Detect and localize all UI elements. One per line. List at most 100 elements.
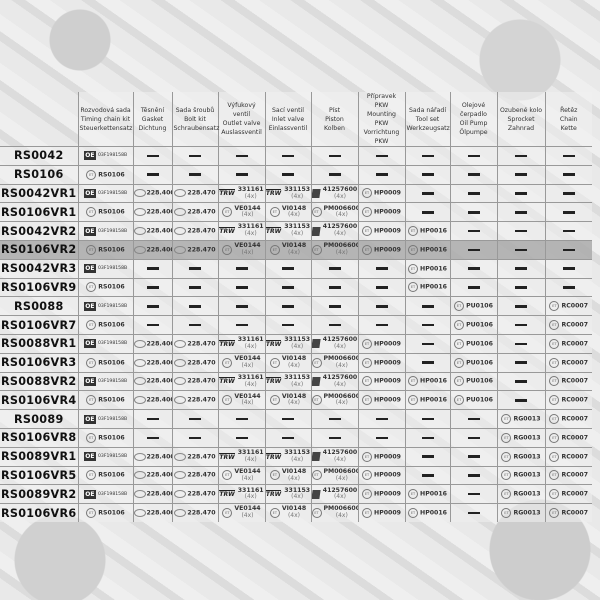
not-applicable-dash	[467, 267, 480, 270]
part-cell: ET HP0009	[357, 352, 405, 373]
kit-code[interactable]: RS0106VR2	[0, 239, 78, 260]
part-number: 331153	[284, 486, 311, 494]
table-row[interactable]: RS0106VR8 ET RS0106 ET RG0013 ET RC0007	[0, 427, 592, 448]
kit-code[interactable]: RS0089VR2	[0, 484, 78, 504]
column-header: Těsnění Gasket Dichtung	[132, 92, 172, 147]
part-cell	[496, 202, 545, 222]
part-cell: ET RS0106	[77, 277, 133, 297]
part-number-with-qty: VI0148 (4x)	[281, 467, 307, 482]
table-row[interactable]: RS0106VR2 ET RS0106 228.400 228.470 ETVE0144(…	[0, 239, 592, 260]
table-row[interactable]: RS0042VR3 OE 03F198158B ET HP0016	[0, 258, 592, 279]
not-applicable-dash	[467, 455, 480, 458]
part-cell	[264, 146, 311, 166]
kit-code[interactable]: RS0106VR3	[0, 352, 78, 373]
kit-code[interactable]: RS0106	[0, 164, 78, 185]
part-number-with-qty: VI0148 (4x)	[282, 393, 306, 407]
et-logo-icon: ET	[362, 376, 373, 387]
kit-code[interactable]: RS0106VR1	[0, 202, 78, 222]
part-cell: ETVI0148 (4x)	[264, 465, 311, 485]
table-row[interactable]: RS0042 OE 03F198158B	[0, 146, 592, 166]
part-cell	[496, 221, 545, 241]
kit-code[interactable]: RS0042	[0, 146, 78, 166]
part-number: 331161	[237, 449, 264, 457]
et-logo-icon: ET	[362, 244, 373, 255]
elring-logo-icon	[134, 377, 146, 386]
part-cell	[171, 277, 218, 297]
part-cell	[357, 146, 405, 166]
part-cell	[449, 446, 497, 467]
et-logo-icon: ET	[312, 357, 322, 368]
not-applicable-dash	[282, 154, 294, 158]
part-cell	[449, 484, 497, 504]
part-cell: ET RG0013	[496, 427, 545, 448]
kit-code[interactable]: RS0106VR7	[0, 315, 78, 335]
table-row[interactable]: RS0088 OE 03F198158B ET PU0106 ET RC0007	[0, 296, 592, 316]
kit-code[interactable]: RS0106VR9	[0, 277, 78, 297]
part-cell: ET RG0013	[496, 446, 545, 467]
kit-code[interactable]: RS0106VR6	[0, 503, 78, 522]
kit-code[interactable]: RS0088	[0, 296, 78, 316]
part-cell: TRW331161 (4x)	[217, 221, 265, 241]
part-cell	[217, 409, 265, 429]
part-cell: ET RG0013	[496, 409, 545, 429]
part-number: 331153	[284, 185, 311, 193]
table-row[interactable]: RS0042VR2 OE 03F198158B 228.400 228.470 TRW33…	[0, 221, 592, 241]
table-row[interactable]: RS0106VR1 ET RS0106 228.400 228.470 ETVE0144(…	[0, 202, 592, 222]
table-row[interactable]: RS0089VR1 OE 03F198158B 228.400 228.470 TRW33…	[0, 446, 592, 467]
part-cell: ET HP0016	[404, 484, 450, 504]
table-row[interactable]: RS0106VR4 ET RS0106 228.400 228.470 ETVE0144(…	[0, 390, 592, 410]
table-row[interactable]: RS0106VR7 ET RS0106 ET PU0106 ET RC0007	[0, 315, 592, 335]
table-row[interactable]: RS0106VR5 ET RS0106 228.400 228.470 ETVE0144(…	[0, 465, 592, 485]
part-cell: ET RS0106	[77, 427, 133, 448]
trw-logo-icon: TRW	[265, 227, 282, 236]
part-cell: ET RC0007	[544, 296, 592, 316]
oe-logo-icon: OE	[83, 452, 96, 462]
column-header: Výfukový ventil Outlet valve Auslassventil	[217, 92, 265, 147]
part-cell	[544, 239, 592, 260]
not-applicable-dash	[421, 436, 434, 440]
kit-code[interactable]: RS0042VR1	[0, 183, 78, 203]
kit-code[interactable]: RS0089	[0, 409, 78, 429]
part-number: RG0013	[513, 434, 541, 442]
table-row[interactable]: RS0088VR1 OE 03F198158B 228.400 228.470 TRW33…	[0, 333, 592, 354]
part-cell	[449, 202, 497, 222]
table-row[interactable]: RS0089VR2 OE 03F198158B 228.400 228.470 TRW33…	[0, 484, 592, 504]
table-row[interactable]: RS0089 OE 03F198158B ET RG0013 ET RC0007	[0, 409, 592, 429]
kit-code[interactable]: RS0042VR2	[0, 221, 78, 241]
part-cell: ET RS0106	[77, 164, 133, 185]
not-applicable-dash	[328, 286, 341, 289]
part-cell	[544, 146, 592, 166]
table-row[interactable]: RS0042VR1 OE 03F198158B 228.400 228.470 TRW33…	[0, 183, 592, 203]
table-row[interactable]: RS0088VR2 OE 03F198158B 228.400 228.470 TRW33…	[0, 371, 592, 391]
part-cell	[171, 296, 218, 316]
kit-code[interactable]: RS0106VR5	[0, 465, 78, 485]
not-applicable-dash	[515, 380, 527, 383]
part-cell: ET RC0007	[544, 484, 592, 504]
table-row[interactable]: RS0106VR3 ET RS0106 228.400 228.470 ETVE0144(…	[0, 352, 592, 373]
part-cell: ETVE0144 (4x)	[217, 503, 265, 522]
table-row[interactable]: RS0106VR6 ET RS0106 228.400 228.470 ETVE0144(…	[0, 503, 592, 522]
kit-code[interactable]: RS0106VR8	[0, 427, 78, 448]
kit-code[interactable]: RS0042VR3	[0, 258, 78, 279]
kit-code[interactable]: RS0088VR1	[0, 333, 78, 354]
part-cell	[404, 409, 450, 429]
table-row[interactable]: RS0106VR9 ET RS0106 ET HP0016	[0, 277, 592, 297]
not-applicable-dash	[515, 248, 527, 252]
part-number: RS0106	[98, 509, 125, 517]
kit-code[interactable]: RS0089VR1	[0, 446, 78, 467]
ks-piston-logo-icon	[312, 376, 321, 386]
part-cell: TRW331153 (4x)	[264, 183, 311, 203]
kit-code[interactable]: RS0106VR4	[0, 390, 78, 410]
elring-logo-icon	[174, 339, 187, 348]
part-cell	[310, 258, 358, 279]
part-cell: ET HP0016	[404, 371, 450, 391]
part-number: 228.470	[187, 377, 216, 385]
part-cell	[217, 258, 265, 279]
part-cell: ET HP0009	[357, 202, 405, 222]
not-applicable-dash	[467, 211, 480, 214]
part-number: VI0148	[281, 467, 307, 475]
table-row[interactable]: RS0106 ET RS0106	[0, 164, 592, 185]
part-cell: ET RC0007	[544, 390, 592, 410]
kit-code[interactable]: RS0088VR2	[0, 371, 78, 391]
column-header-label: Těsnění	[140, 106, 165, 114]
